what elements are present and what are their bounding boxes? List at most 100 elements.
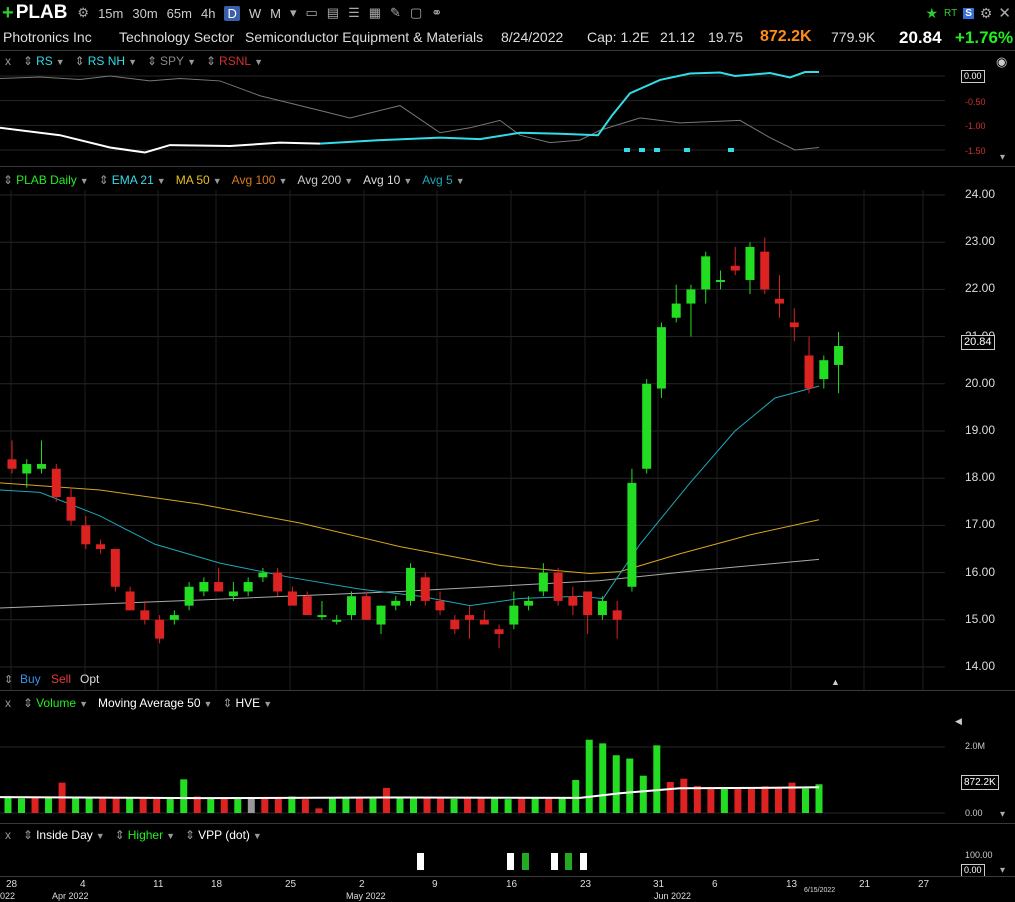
legend-hve[interactable]: HVE ▼ — [235, 696, 273, 710]
tv-icon[interactable]: ▭ — [305, 5, 318, 20]
chevron-down-icon[interactable]: ▾ — [289, 5, 297, 20]
chevron-down-icon[interactable]: ▾ — [1000, 865, 1006, 876]
signal-chart — [417, 853, 587, 870]
volume-bar — [153, 798, 161, 813]
divider — [0, 876, 1015, 877]
close-icon[interactable]: ✕ — [998, 5, 1011, 22]
volume-value: 872.2K — [760, 28, 812, 45]
sell-button[interactable]: Sell — [51, 672, 72, 686]
collapse-panel-icon[interactable]: ▲ — [831, 677, 840, 687]
legend-rs[interactable]: RS ▼ — [36, 54, 65, 68]
share-icon[interactable]: ⚭ — [431, 5, 443, 20]
options-button[interactable]: Opt — [80, 672, 100, 686]
signal-panel-close-button[interactable]: x — [5, 828, 11, 842]
legend-ma50[interactable]: MA 50 ▼ — [175, 173, 222, 187]
buy-button[interactable]: Buy — [20, 672, 41, 686]
timeframe-daily[interactable]: D — [224, 5, 240, 21]
chevron-down-icon[interactable]: ▾ — [1000, 152, 1006, 163]
volume-bar — [139, 797, 147, 813]
reorder-icon[interactable]: ⇕ — [4, 674, 14, 686]
candle-body — [228, 591, 238, 597]
legend-avg100[interactable]: Avg 100 ▼ — [231, 173, 288, 187]
reorder-icon[interactable]: ⇕ — [23, 696, 34, 710]
legend-moving-average-50[interactable]: Moving Average 50 ▼ — [98, 696, 213, 710]
timeframe-4h[interactable]: 4h — [200, 5, 216, 21]
price-scale-label: 16.00 — [965, 564, 996, 579]
legend-spy[interactable]: SPY ▼ — [160, 54, 196, 68]
month-label: 022 — [0, 891, 16, 901]
notes-icon[interactable]: ▢ — [409, 5, 423, 20]
reorder-icon[interactable]: ⇕ — [3, 173, 14, 187]
star-icon[interactable]: ★ — [925, 4, 939, 21]
legend-rsnl[interactable]: RSNL ▼ — [219, 54, 263, 68]
candle-body — [346, 596, 356, 616]
rs-panel-close-button[interactable]: x — [5, 54, 11, 68]
reorder-icon[interactable]: ⇕ — [23, 54, 34, 68]
candle-body — [199, 582, 209, 592]
volume-bar — [491, 797, 499, 813]
reorder-icon[interactable]: ⇕ — [114, 828, 125, 842]
reorder-icon[interactable]: ⇕ — [146, 54, 158, 68]
volume-bar — [247, 798, 255, 813]
reorder-icon[interactable]: ⇕ — [74, 54, 85, 68]
drawing-tools-icon[interactable]: ⚙ — [77, 5, 90, 20]
price-scale-label: 24.00 — [965, 187, 996, 201]
reorder-icon[interactable]: ⇕ — [23, 828, 34, 842]
reorder-icon[interactable]: ⇕ — [98, 173, 109, 187]
reorder-icon[interactable]: ⇕ — [185, 828, 196, 842]
rs-new-high-dot — [684, 148, 690, 152]
candle-body — [819, 360, 829, 380]
sector-label: Technology Sector — [119, 29, 235, 45]
legend-ema21[interactable]: EMA 21 ▼ — [111, 173, 166, 187]
indicator-list-icon[interactable]: ☰ — [348, 5, 360, 20]
date-tick-label: 11 — [153, 879, 164, 890]
vol-scale-1: 0.00 — [965, 808, 983, 818]
candle-body — [686, 289, 696, 304]
legend-vpp-dot[interactable]: VPP (dot) ▼ — [198, 828, 262, 842]
legend-avg5[interactable]: Avg 5 ▼ — [422, 173, 465, 187]
rs-new-high-dot — [624, 148, 630, 152]
price-scale-label: 20.00 — [965, 375, 996, 390]
candle-body — [642, 383, 652, 469]
volume-bar — [85, 797, 93, 813]
legend-plab-daily[interactable]: PLAB Daily ▼ — [16, 173, 89, 187]
volume-bar — [166, 798, 174, 813]
s-badge-icon[interactable]: S — [963, 7, 974, 19]
rs-line — [319, 71, 819, 145]
volume-bar — [774, 787, 782, 813]
legend-avg10[interactable]: Avg 10 ▼ — [363, 173, 413, 187]
candle-body — [273, 572, 283, 592]
last-price: 20.84 — [899, 28, 942, 47]
calculator-icon[interactable]: ▦ — [368, 5, 382, 20]
divider — [0, 823, 1015, 824]
legend-inside-day[interactable]: Inside Day ▼ — [36, 828, 105, 842]
realtime-label[interactable]: RT — [944, 7, 958, 19]
day-low: 19.75 — [708, 29, 744, 45]
sig-scale-0: 100.00 — [965, 850, 993, 860]
chevron-down-icon[interactable]: ▾ — [1000, 809, 1006, 820]
pencil-icon[interactable]: ✎ — [390, 5, 401, 20]
timeframe-65m[interactable]: 65m — [166, 5, 192, 21]
volume-panel-close-button[interactable]: x — [5, 696, 11, 710]
timeframe-monthly[interactable]: M — [270, 5, 281, 21]
volume-bar — [342, 798, 350, 813]
date-axis: 28 4 11 18 25 2 9 16 23 31 6 13 21 27 022 Apr 2022 May 2… — [0, 876, 1015, 902]
symbol-label[interactable]: PLAB — [15, 2, 68, 23]
legend-volume[interactable]: Volume ▼ — [36, 696, 89, 710]
reorder-icon[interactable]: ⇕ — [222, 696, 233, 710]
legend-rs-nh[interactable]: RS NH ▼ — [87, 54, 137, 68]
add-symbol-icon[interactable]: + — [2, 2, 14, 24]
timeframe-15m[interactable]: 15m — [98, 5, 124, 21]
volume-bar — [207, 797, 215, 813]
chart-type-icon[interactable]: ▤ — [326, 5, 340, 20]
timeframe-weekly[interactable]: W — [248, 5, 262, 21]
palette-icon[interactable]: ◉ — [996, 54, 1008, 69]
volume-bar — [639, 775, 647, 813]
legend-avg200[interactable]: Avg 200 ▼ — [297, 173, 354, 187]
collapse-panel-icon[interactable]: ◀ — [955, 716, 962, 726]
rs-chart — [0, 71, 945, 154]
gear-icon[interactable]: ⚙ — [979, 4, 993, 21]
legend-higher[interactable]: Higher ▼ — [127, 828, 176, 842]
timeframe-30m[interactable]: 30m — [132, 5, 158, 21]
reorder-icon[interactable]: ⇕ — [205, 54, 217, 68]
